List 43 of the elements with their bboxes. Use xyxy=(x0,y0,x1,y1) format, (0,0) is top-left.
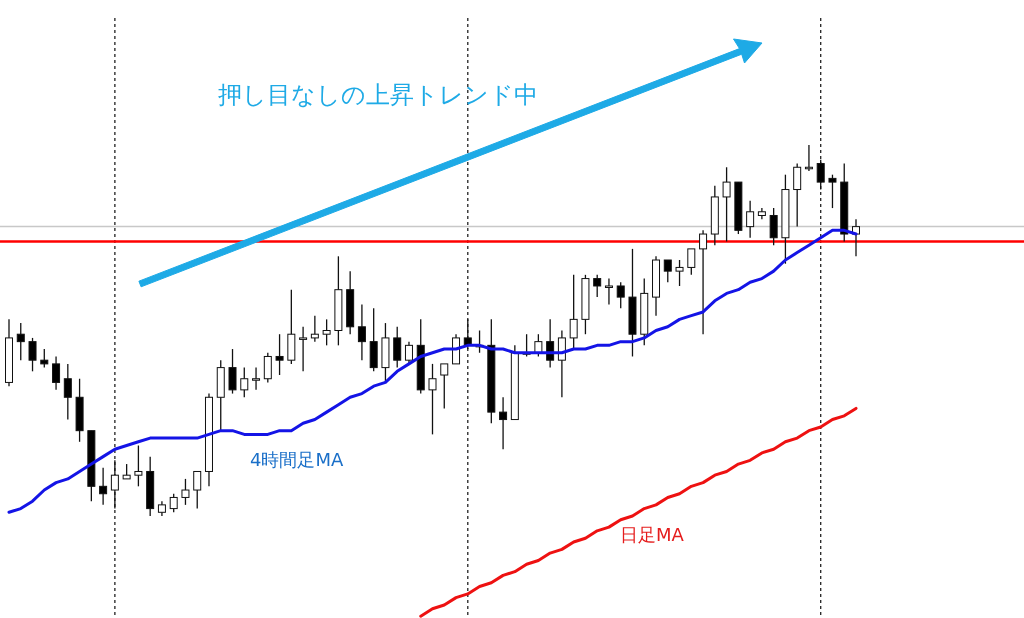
candlestick xyxy=(110,459,119,510)
series-label: 日足MA xyxy=(620,524,685,545)
candlestick xyxy=(699,229,708,335)
candlestick xyxy=(228,348,237,395)
candlestick xyxy=(663,259,672,283)
candlestick xyxy=(63,363,72,421)
candlestick xyxy=(322,318,331,346)
candlestick xyxy=(793,162,802,228)
candlestick xyxy=(252,366,261,391)
candlestick xyxy=(310,315,319,343)
candlestick xyxy=(52,355,61,391)
candlestick xyxy=(99,467,108,506)
candlestick xyxy=(616,281,625,309)
candlestick xyxy=(675,259,684,287)
candlestick xyxy=(181,478,190,506)
candlestick xyxy=(746,200,755,239)
candlestick xyxy=(828,174,837,209)
candlestick xyxy=(604,277,613,306)
candlestick xyxy=(769,207,778,246)
candlestick xyxy=(499,396,508,450)
candlestick xyxy=(722,166,731,243)
candlestick xyxy=(557,329,566,398)
candlestick xyxy=(393,326,402,369)
candlestick xyxy=(593,274,602,298)
candlestick xyxy=(816,159,825,191)
series-label: 4時間足MA xyxy=(250,449,344,470)
candlestick xyxy=(40,348,49,369)
candlestick xyxy=(28,337,37,372)
candlestick xyxy=(263,352,272,384)
candlestick xyxy=(440,363,449,410)
candlestick xyxy=(134,444,143,487)
candlestick xyxy=(169,493,178,513)
candlestick xyxy=(357,303,366,361)
candlestick xyxy=(687,248,696,276)
candlestick xyxy=(299,326,308,372)
candlestick xyxy=(240,366,249,398)
candlestick xyxy=(428,363,437,436)
text: 押し目なしの上昇トレンド中 xyxy=(218,81,538,109)
candlestick xyxy=(193,470,202,510)
candlestick xyxy=(16,322,25,361)
candlestick xyxy=(275,333,284,376)
candlestick xyxy=(404,340,413,365)
candlestick xyxy=(569,274,578,350)
